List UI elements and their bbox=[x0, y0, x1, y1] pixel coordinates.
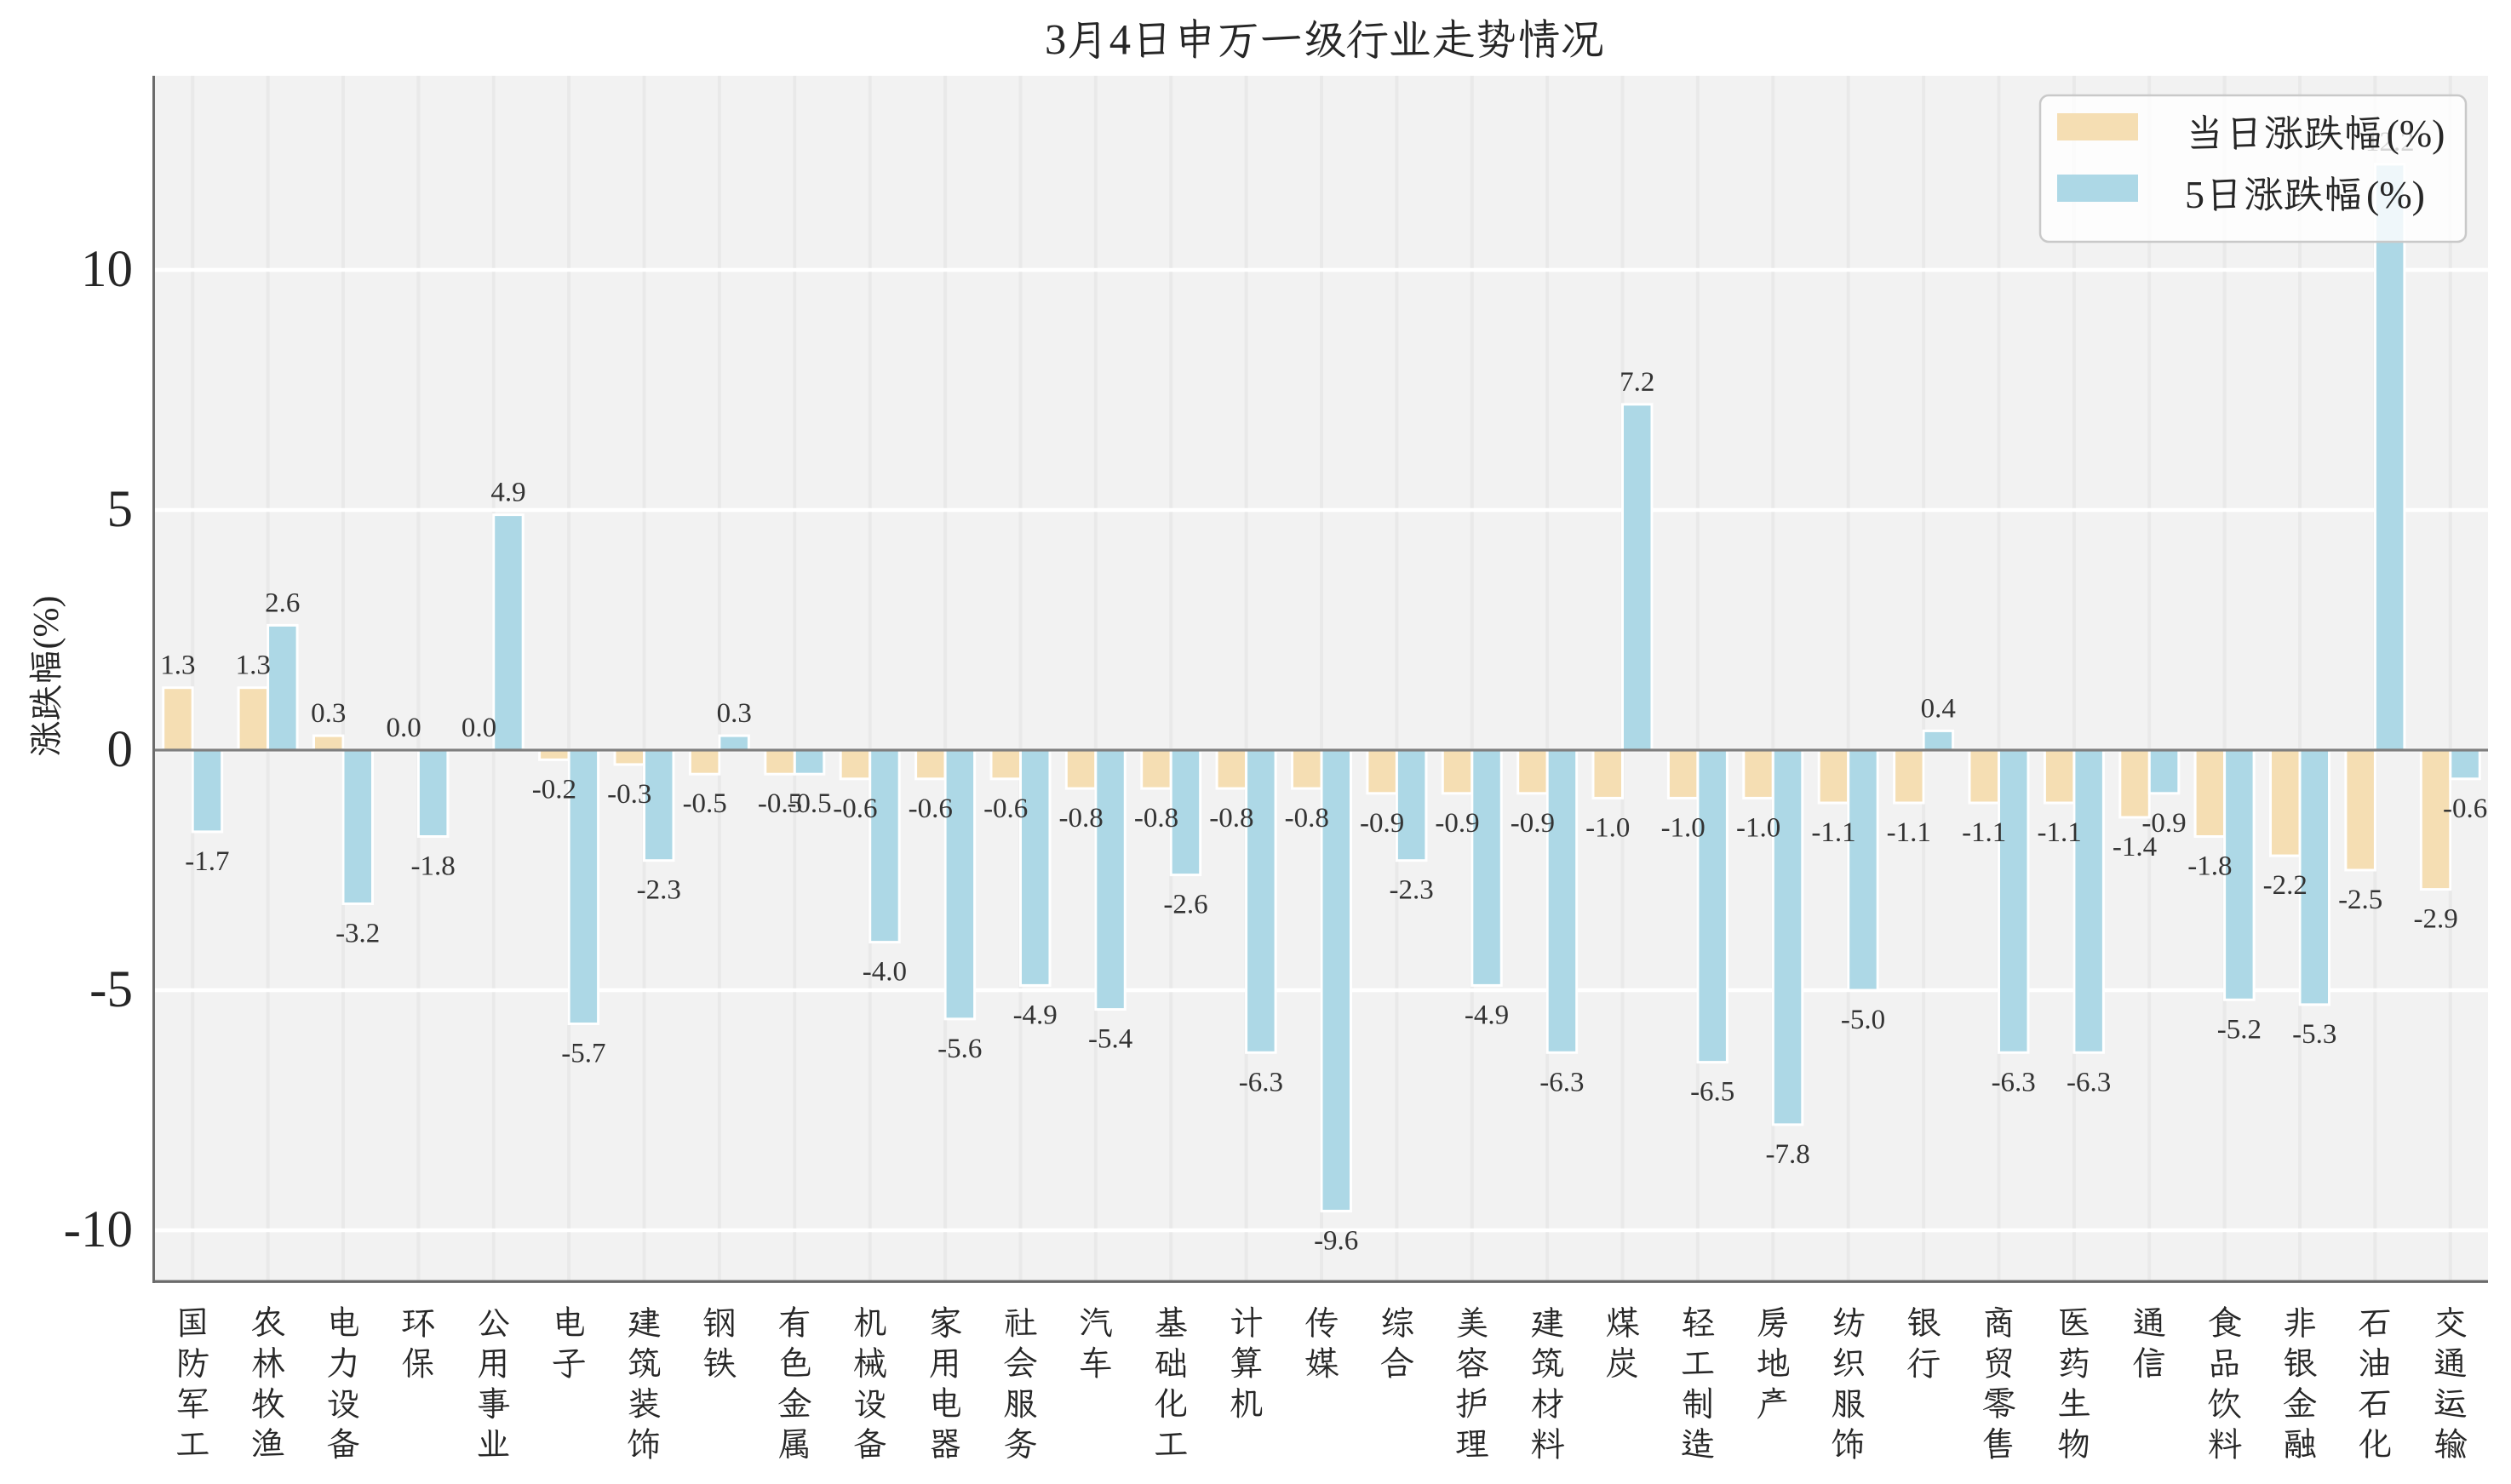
svg-text:-6.3: -6.3 bbox=[2067, 1067, 2111, 1097]
svg-text:-3.2: -3.2 bbox=[335, 919, 380, 949]
svg-text:-1.1: -1.1 bbox=[1962, 817, 2006, 848]
svg-text:-5.6: -5.6 bbox=[937, 1034, 982, 1064]
svg-text:-4.9: -4.9 bbox=[1465, 1000, 1509, 1030]
svg-text:-1.8: -1.8 bbox=[2187, 851, 2232, 882]
svg-text:-0.6: -0.6 bbox=[833, 794, 877, 824]
svg-text:4: 4 bbox=[1109, 16, 1131, 64]
svg-text:-0.5: -0.5 bbox=[683, 788, 727, 819]
svg-text:(%): (%) bbox=[2387, 112, 2445, 155]
svg-text:0.4: 0.4 bbox=[1921, 693, 1956, 724]
svg-text:(%): (%) bbox=[2366, 173, 2425, 216]
svg-text:-0.8: -0.8 bbox=[1134, 803, 1178, 834]
svg-text:-0.6: -0.6 bbox=[983, 794, 1028, 824]
svg-text:-0.6: -0.6 bbox=[909, 794, 953, 824]
svg-text:0.0: 0.0 bbox=[386, 713, 421, 743]
svg-text:-0.9: -0.9 bbox=[1511, 808, 1555, 839]
svg-text:1.3: 1.3 bbox=[236, 650, 271, 681]
svg-text:-0.5: -0.5 bbox=[787, 788, 831, 819]
svg-text:-2.5: -2.5 bbox=[2338, 885, 2382, 915]
svg-text:10: 10 bbox=[81, 241, 133, 298]
svg-text:-1.4: -1.4 bbox=[2113, 832, 2157, 862]
svg-text:-0.3: -0.3 bbox=[607, 779, 651, 810]
svg-text:(%): (%) bbox=[27, 596, 66, 650]
svg-text:1.3: 1.3 bbox=[160, 650, 195, 681]
svg-text:-2.9: -2.9 bbox=[2413, 904, 2457, 935]
svg-text:-6.3: -6.3 bbox=[1539, 1067, 1584, 1097]
svg-text:-0.8: -0.8 bbox=[1209, 803, 1253, 834]
svg-text:0.3: 0.3 bbox=[717, 698, 752, 729]
svg-text:-7.8: -7.8 bbox=[1765, 1139, 1809, 1170]
svg-text:-2.3: -2.3 bbox=[637, 875, 681, 906]
svg-text:-6.5: -6.5 bbox=[1690, 1077, 1734, 1108]
svg-text:-5: -5 bbox=[89, 961, 133, 1018]
svg-text:-1.1: -1.1 bbox=[1811, 817, 1855, 848]
svg-text:-0.9: -0.9 bbox=[1360, 808, 1404, 839]
svg-text:-1.1: -1.1 bbox=[1887, 817, 1931, 848]
svg-text:-0.8: -0.8 bbox=[1058, 803, 1103, 834]
svg-text:2.6: 2.6 bbox=[265, 587, 300, 618]
svg-text:5: 5 bbox=[107, 481, 134, 538]
svg-text:-5.3: -5.3 bbox=[2292, 1019, 2336, 1050]
svg-text:7.2: 7.2 bbox=[1620, 367, 1654, 398]
svg-text:-10: -10 bbox=[64, 1201, 133, 1258]
svg-text:-4.0: -4.0 bbox=[863, 957, 907, 988]
svg-text:0.0: 0.0 bbox=[461, 713, 496, 743]
svg-text:-5.4: -5.4 bbox=[1088, 1024, 1132, 1055]
svg-text:-0.8: -0.8 bbox=[1285, 803, 1329, 834]
svg-text:-4.9: -4.9 bbox=[1013, 1000, 1058, 1030]
svg-text:-6.3: -6.3 bbox=[1239, 1067, 1283, 1097]
svg-text:-1.8: -1.8 bbox=[410, 851, 455, 882]
svg-text:-1.7: -1.7 bbox=[185, 846, 229, 877]
svg-text:-5.0: -5.0 bbox=[1841, 1005, 1885, 1035]
svg-text:-2.2: -2.2 bbox=[2263, 870, 2307, 901]
svg-text:-1.0: -1.0 bbox=[1585, 812, 1630, 843]
svg-text:-9.6: -9.6 bbox=[1314, 1225, 1358, 1256]
svg-text:3: 3 bbox=[1045, 16, 1066, 64]
svg-text:-1.1: -1.1 bbox=[2037, 817, 2081, 848]
svg-text:-6.3: -6.3 bbox=[1992, 1067, 2036, 1097]
svg-text:-2.3: -2.3 bbox=[1389, 875, 1433, 906]
svg-text:-0.9: -0.9 bbox=[1435, 808, 1479, 839]
svg-text:-5.7: -5.7 bbox=[561, 1039, 605, 1069]
svg-text:5: 5 bbox=[2185, 173, 2204, 216]
svg-text:-0.2: -0.2 bbox=[532, 774, 576, 805]
svg-text:-0.6: -0.6 bbox=[2443, 794, 2487, 824]
svg-text:4.9: 4.9 bbox=[490, 478, 525, 508]
svg-text:-1.0: -1.0 bbox=[1661, 812, 1706, 843]
svg-text:-5.2: -5.2 bbox=[2217, 1014, 2262, 1045]
svg-text:-1.0: -1.0 bbox=[1736, 812, 1780, 843]
svg-text:0.3: 0.3 bbox=[311, 698, 346, 729]
svg-text:0: 0 bbox=[107, 721, 134, 778]
svg-text:-0.9: -0.9 bbox=[2141, 808, 2186, 839]
svg-text:-2.6: -2.6 bbox=[1163, 890, 1207, 920]
svg-text:-0.5: -0.5 bbox=[758, 788, 802, 819]
